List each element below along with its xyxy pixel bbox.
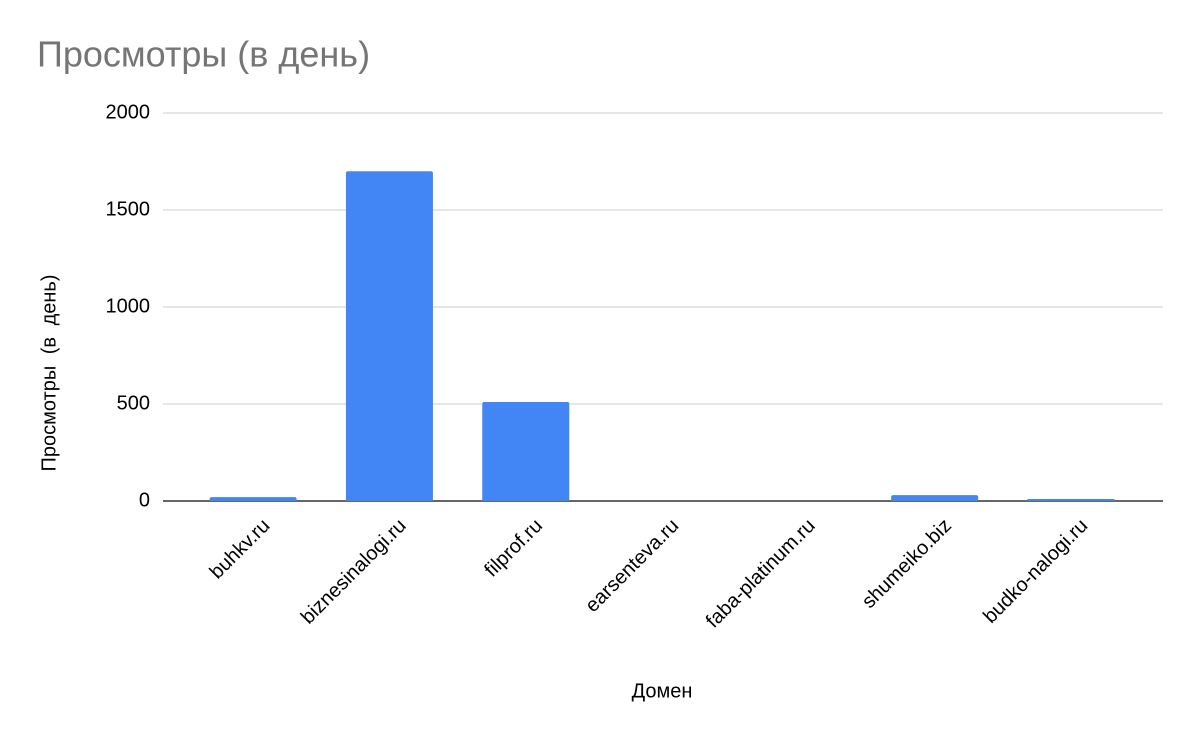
x-axis-title: Домен [632, 680, 693, 702]
y-tick-label: 500 [117, 392, 150, 414]
bar [209, 497, 297, 501]
bar [891, 495, 979, 501]
y-tick-label: 1500 [106, 198, 151, 220]
y-tick-label: 0 [139, 489, 150, 511]
y-tick-label: 1000 [106, 295, 151, 317]
bar [482, 402, 570, 501]
bar [345, 171, 433, 501]
y-axis-title: Просмотры (в день) [38, 274, 60, 471]
y-tick-label: 2000 [106, 101, 151, 123]
bar [1027, 499, 1115, 501]
chart-title: Просмотры (в день) [37, 34, 370, 75]
